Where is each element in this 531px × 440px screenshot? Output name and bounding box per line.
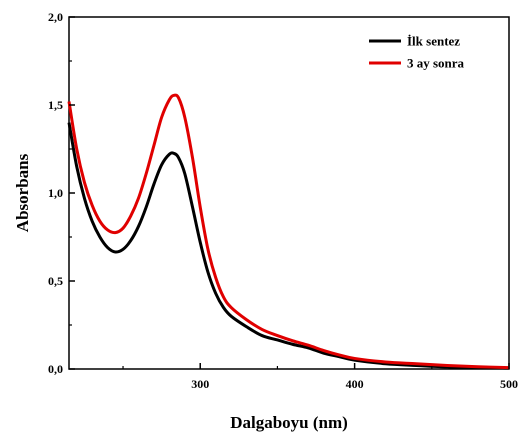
legend-label-1: 3 ay sonra <box>407 56 465 71</box>
series-line-0 <box>67 122 510 370</box>
y-tick-label: 1,0 <box>48 186 63 200</box>
x-tick-label: 300 <box>191 377 209 391</box>
series-line-1 <box>67 93 510 370</box>
x-tick-label: 500 <box>500 377 518 391</box>
series-layer <box>67 93 510 370</box>
y-tick-label: 2,0 <box>48 10 63 24</box>
tick-layer: 300 400 500 0,0 0,5 1,0 1,5 2,0 <box>48 10 518 391</box>
x-axis-title: Dalgaboyu (nm) <box>230 413 348 432</box>
legend: İlk sentez 3 ay sonra <box>369 34 465 71</box>
legend-label-0: İlk sentez <box>407 34 460 49</box>
y-tick-label: 1,5 <box>48 98 63 112</box>
y-tick-label: 0,5 <box>48 274 63 288</box>
y-tick-label: 0,0 <box>48 362 63 376</box>
x-tick-label: 400 <box>346 377 364 391</box>
y-axis-title: Absorbans <box>13 153 32 232</box>
